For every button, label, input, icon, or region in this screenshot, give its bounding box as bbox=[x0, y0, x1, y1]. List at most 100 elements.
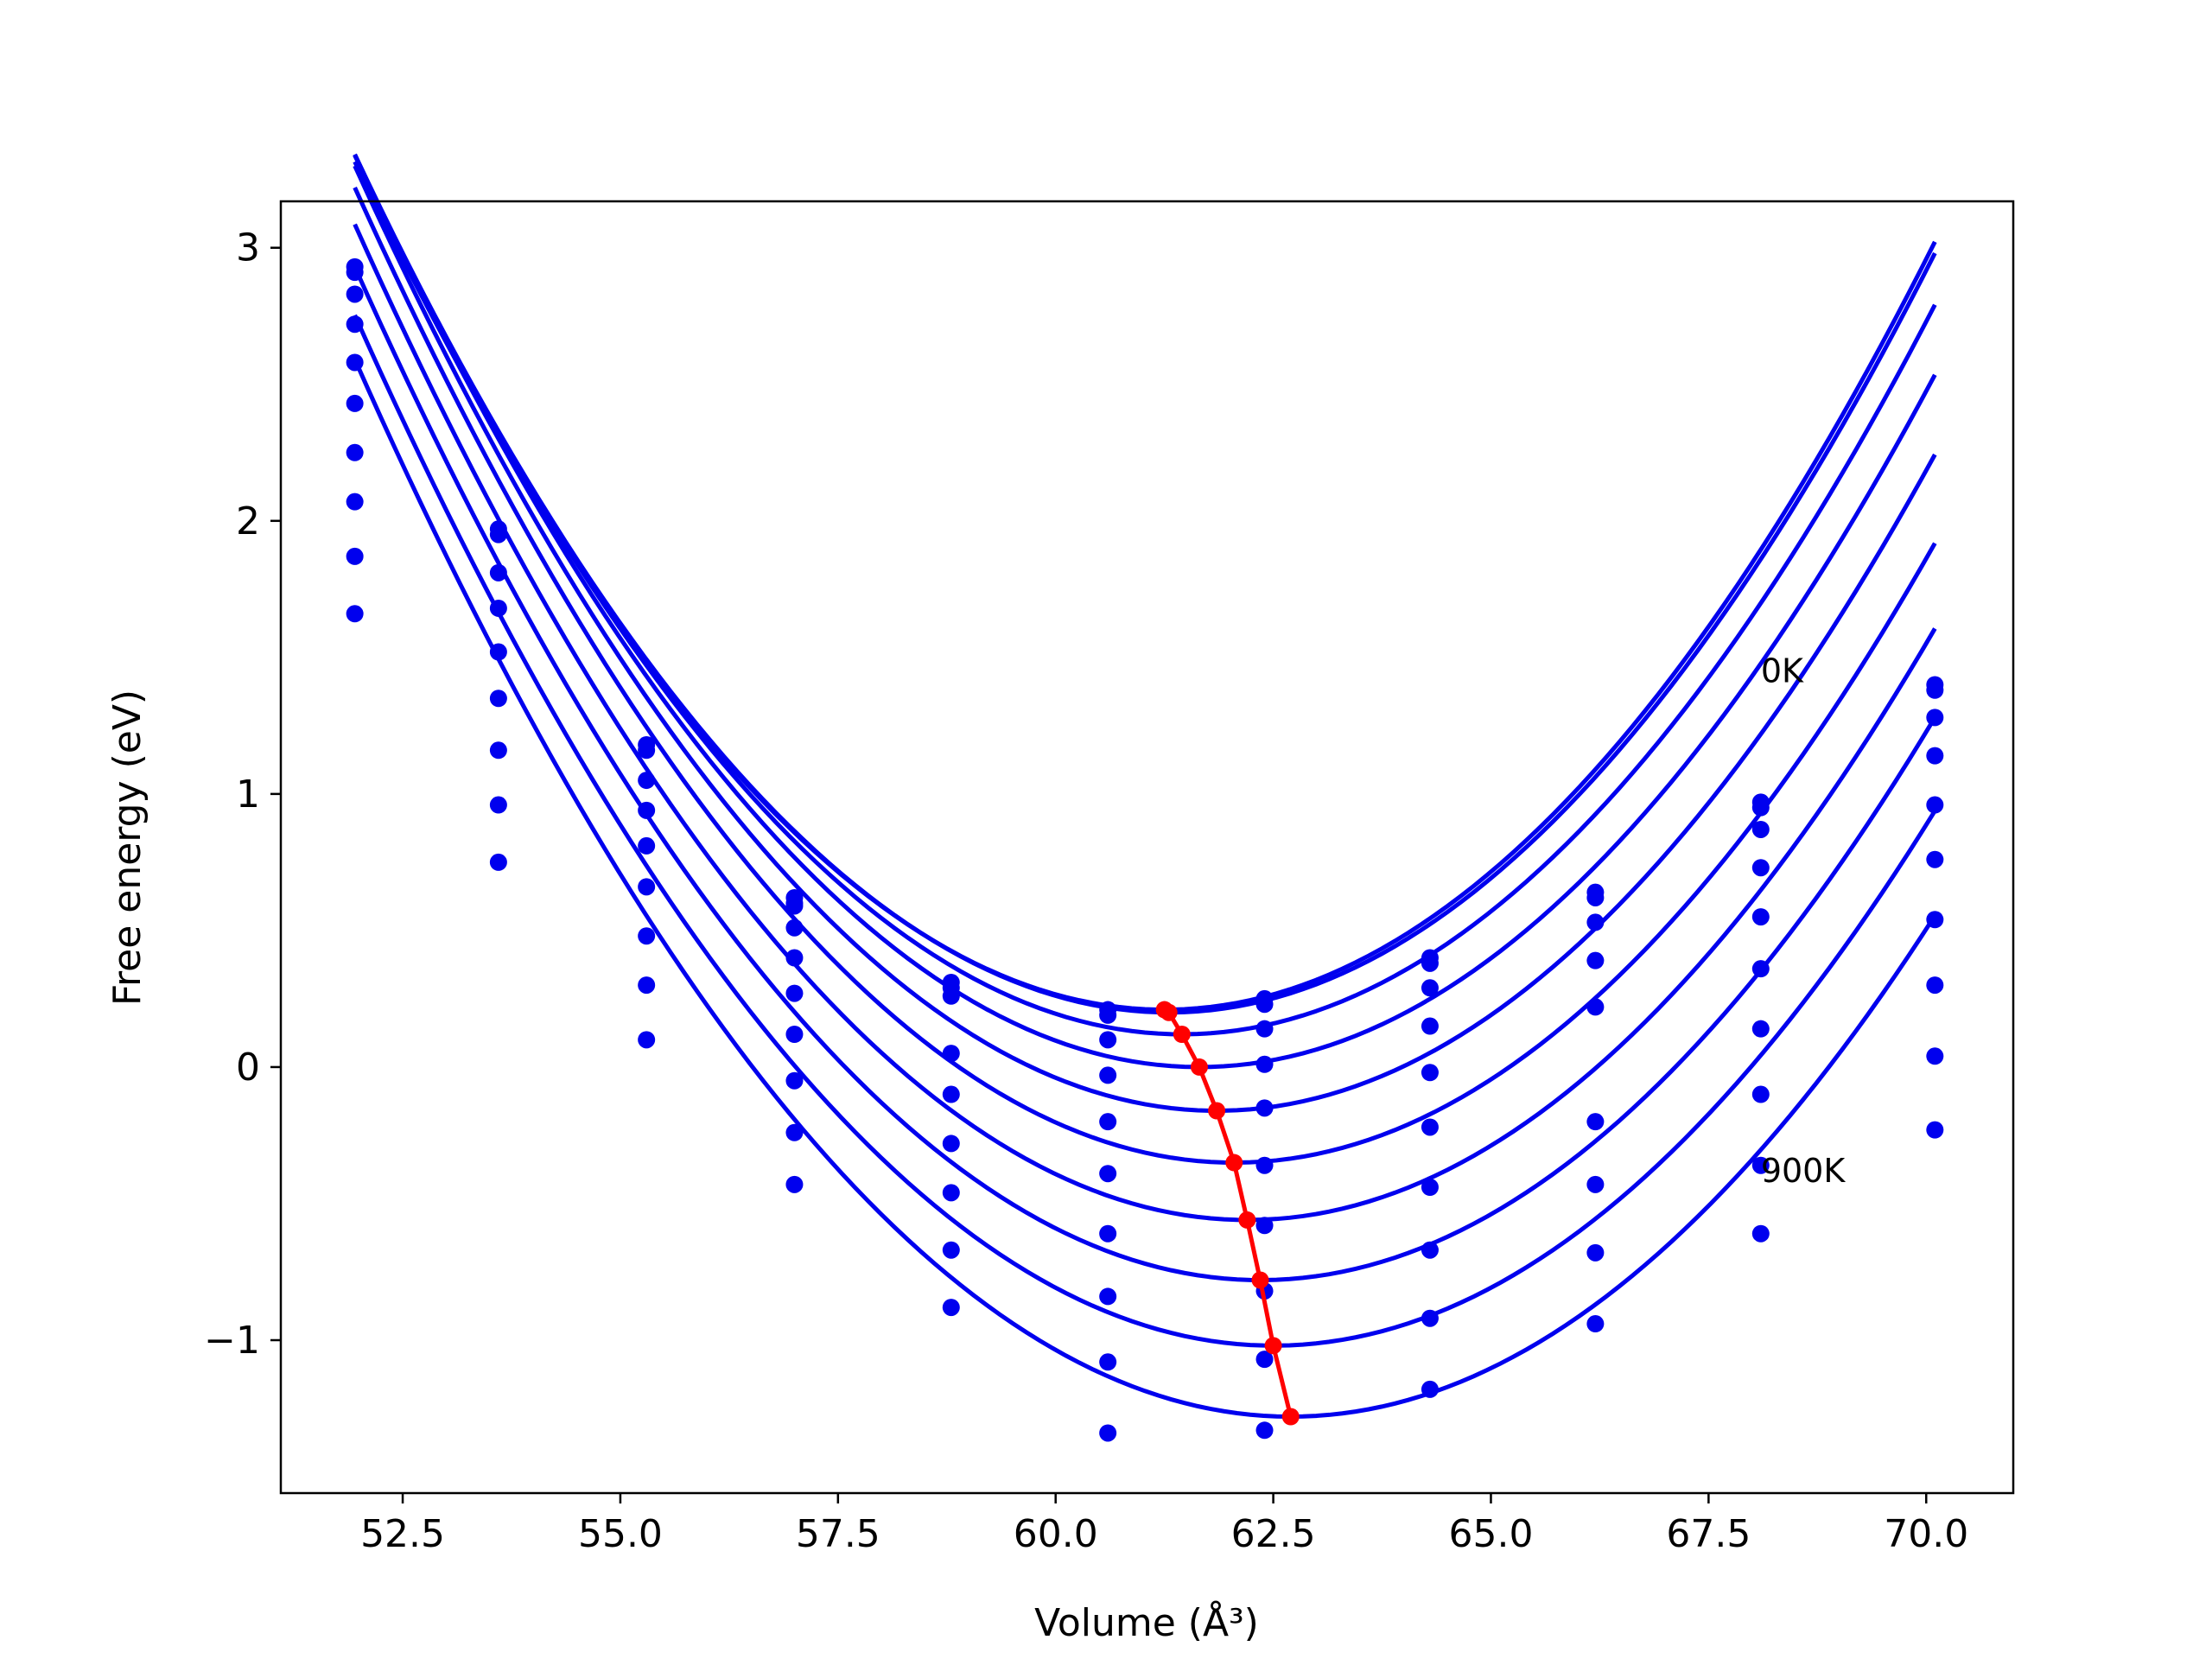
data-point bbox=[1099, 1113, 1117, 1131]
minimum-point bbox=[1190, 1058, 1208, 1076]
data-point bbox=[1926, 681, 1944, 699]
minimum-point bbox=[1208, 1102, 1226, 1120]
data-point bbox=[942, 1184, 960, 1202]
data-point bbox=[942, 1299, 960, 1317]
data-point bbox=[1255, 1421, 1274, 1440]
data-point bbox=[1751, 1085, 1770, 1103]
data-point bbox=[638, 1031, 656, 1049]
data-point bbox=[1421, 954, 1439, 972]
minimum-point bbox=[1264, 1337, 1282, 1355]
data-point bbox=[1926, 709, 1944, 727]
data-point bbox=[1926, 796, 1944, 814]
data-point bbox=[1421, 1241, 1439, 1259]
data-point bbox=[489, 690, 507, 708]
data-point bbox=[1099, 1066, 1117, 1084]
x-tick-label: 55.0 bbox=[578, 1512, 663, 1556]
data-point bbox=[1751, 798, 1770, 817]
data-point bbox=[785, 918, 804, 937]
annotation-label: 900K bbox=[1761, 1152, 1847, 1190]
fit-curve-9 bbox=[353, 358, 1937, 1420]
fit-curve-2 bbox=[353, 153, 1937, 1037]
plot-area bbox=[281, 201, 2013, 1493]
data-point bbox=[638, 801, 656, 819]
data-point bbox=[1926, 1121, 1944, 1139]
data-point bbox=[1586, 1113, 1605, 1131]
data-point bbox=[1586, 1243, 1605, 1262]
data-point bbox=[942, 1135, 960, 1153]
data-point bbox=[1421, 1118, 1439, 1136]
minima-path bbox=[1163, 1007, 1294, 1418]
fit-curve-7 bbox=[353, 265, 1937, 1282]
data-point bbox=[1751, 908, 1770, 926]
data-point bbox=[1751, 820, 1770, 838]
data-point bbox=[346, 285, 364, 303]
data-point bbox=[489, 563, 507, 582]
data-point bbox=[638, 976, 656, 995]
data-point bbox=[1421, 1017, 1439, 1035]
data-point bbox=[1255, 1351, 1274, 1369]
data-point bbox=[1421, 979, 1439, 997]
y-tick-label: 3 bbox=[236, 226, 260, 270]
data-point bbox=[785, 949, 804, 967]
x-tick-label: 62.5 bbox=[1231, 1512, 1316, 1556]
data-point bbox=[1255, 1055, 1274, 1073]
data-point bbox=[346, 443, 364, 461]
data-point bbox=[942, 1085, 960, 1103]
fitted-curves bbox=[353, 153, 1937, 1420]
x-axis-label: Volume (Å³) bbox=[1034, 1599, 1259, 1645]
data-point bbox=[346, 264, 364, 282]
minimum-point bbox=[1173, 1026, 1191, 1044]
data-point bbox=[489, 853, 507, 871]
data-point bbox=[346, 547, 364, 565]
fit-curve-6 bbox=[353, 223, 1937, 1223]
data-point bbox=[1926, 911, 1944, 929]
data-point bbox=[785, 1071, 804, 1090]
fit-curve-4 bbox=[353, 164, 1937, 1113]
y-axis-label: Free energy (eV) bbox=[105, 690, 149, 1006]
data-point bbox=[638, 836, 656, 855]
y-tick-label: −1 bbox=[204, 1319, 260, 1363]
minimum-point bbox=[1251, 1271, 1269, 1289]
fit-curve-8 bbox=[353, 314, 1937, 1348]
x-tick-label: 60.0 bbox=[1014, 1512, 1098, 1556]
y-tick-label: 2 bbox=[236, 499, 260, 543]
data-point bbox=[942, 987, 960, 1005]
data-point bbox=[785, 984, 804, 1002]
data-point bbox=[1751, 1224, 1770, 1243]
data-point bbox=[1751, 960, 1770, 978]
minimum-point bbox=[1238, 1211, 1256, 1229]
annotations: 0K 900K bbox=[1761, 652, 1847, 1190]
minima-line bbox=[1155, 1001, 1300, 1426]
x-tick-label: 70.0 bbox=[1884, 1512, 1968, 1556]
data-point bbox=[489, 525, 507, 543]
data-point bbox=[1421, 1309, 1439, 1327]
data-point bbox=[638, 878, 656, 896]
data-point bbox=[1926, 1047, 1944, 1065]
x-axis-ticks: 52.5 55.0 57.5 60.0 62.5 65.0 67.5 70.0 bbox=[360, 1493, 1968, 1556]
data-point bbox=[1255, 1217, 1274, 1235]
minimum-point bbox=[1160, 1003, 1178, 1021]
data-point bbox=[942, 1241, 960, 1259]
data-point bbox=[1099, 1165, 1117, 1183]
data-point bbox=[346, 493, 364, 511]
data-point bbox=[1586, 998, 1605, 1016]
data-point bbox=[1099, 1224, 1117, 1243]
data-point bbox=[346, 353, 364, 372]
data-point bbox=[1586, 1175, 1605, 1193]
data-point bbox=[1255, 1099, 1274, 1117]
data-point bbox=[1099, 1031, 1117, 1049]
data-point bbox=[1751, 1156, 1770, 1174]
data-point bbox=[489, 796, 507, 814]
data-point bbox=[1099, 1006, 1117, 1024]
data-point bbox=[1255, 1156, 1274, 1174]
fit-curve-1 bbox=[353, 154, 1937, 1015]
fit-curve-3 bbox=[353, 154, 1937, 1070]
data-point bbox=[1751, 1020, 1770, 1038]
data-point bbox=[942, 1045, 960, 1063]
data-point bbox=[489, 643, 507, 661]
y-axis-ticks: −1 0 1 2 3 bbox=[204, 226, 281, 1363]
y-tick-label: 0 bbox=[236, 1046, 260, 1090]
data-point bbox=[638, 772, 656, 790]
data-point bbox=[1586, 951, 1605, 969]
